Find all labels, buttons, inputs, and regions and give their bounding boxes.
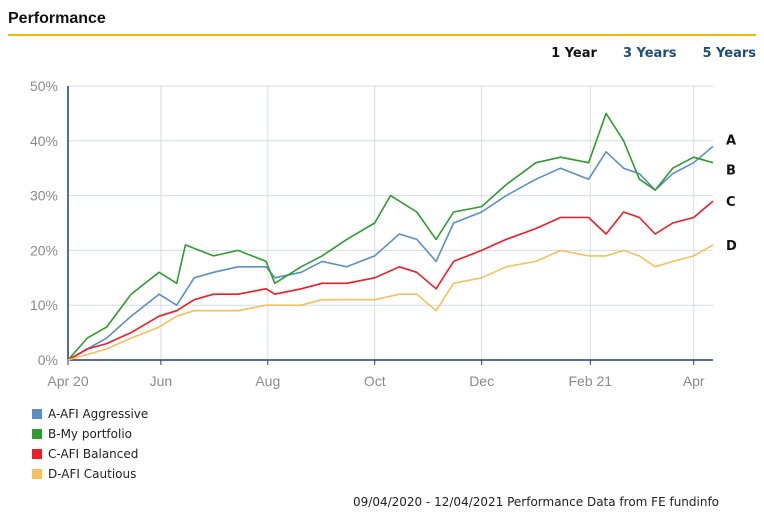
- legend-label-c: C-AFI Balanced: [48, 447, 139, 461]
- legend-item-c[interactable]: C-AFI Balanced: [32, 444, 148, 464]
- x-tick-label: Feb 21: [569, 373, 613, 389]
- period-3-years[interactable]: 3 Years: [622, 46, 677, 61]
- series-line-a[interactable]: [67, 145, 714, 361]
- chart-end-labels: A B C D: [726, 133, 737, 254]
- chart-series: [67, 112, 714, 361]
- legend-swatch-d: [32, 469, 42, 479]
- x-tick-label: Oct: [364, 373, 386, 389]
- series-end-label-a: A: [726, 133, 736, 148]
- chart-axes: 0% 10% 20% 30% 40% 50% Apr 20 Jun Aug Oct Dec Feb 2…: [30, 78, 713, 389]
- legend-item-a[interactable]: A-AFI Aggressive: [32, 404, 148, 424]
- period-1-year[interactable]: 1 Year: [551, 46, 597, 61]
- y-tick-label: 0%: [38, 352, 58, 368]
- y-tick-label: 20%: [30, 242, 58, 258]
- x-tick-label: Dec: [469, 373, 494, 389]
- y-tick-label: 50%: [30, 78, 58, 94]
- legend-swatch-b: [32, 429, 42, 439]
- chart-legend: A-AFI Aggressive B-My portfolio C-AFI Ba…: [32, 404, 148, 484]
- x-tick-label: Apr 20: [47, 373, 88, 389]
- period-5-years[interactable]: 5 Years: [702, 46, 756, 61]
- series-end-label-d: D: [726, 239, 737, 254]
- series-line-d[interactable]: [67, 244, 714, 361]
- legend-label-d: D-AFI Cautious: [48, 467, 137, 481]
- x-tick-label: Jun: [150, 373, 173, 389]
- x-tick-label: Apr: [683, 373, 705, 389]
- series-line-b[interactable]: [67, 112, 714, 361]
- y-tick-label: 40%: [30, 133, 58, 149]
- legend-swatch-c: [32, 449, 42, 459]
- series-line-c[interactable]: [67, 200, 714, 361]
- performance-chart: 0% 10% 20% 30% 40% 50% Apr 20 Jun Aug Oct Dec Feb 2…: [30, 78, 737, 389]
- y-tick-label: 10%: [30, 297, 58, 313]
- x-tick-label: Aug: [255, 373, 280, 389]
- chart-grid: [68, 85, 713, 361]
- legend-item-b[interactable]: B-My portfolio: [32, 424, 148, 444]
- legend-swatch-a: [32, 409, 42, 419]
- performance-header: Performance: [8, 10, 756, 36]
- series-end-label-c: C: [726, 195, 736, 210]
- legend-label-a: A-AFI Aggressive: [48, 407, 149, 421]
- legend-item-d[interactable]: D-AFI Cautious: [32, 464, 148, 484]
- page-title: Performance: [8, 10, 106, 27]
- period-selector: 1 Year 3 Years 5 Years: [551, 46, 756, 61]
- series-end-label-b: B: [726, 164, 736, 179]
- legend-label-b: B-My portfolio: [48, 427, 133, 441]
- data-source-note: 09/04/2020 - 12/04/2021 Performance Data…: [353, 495, 720, 509]
- y-tick-label: 30%: [30, 188, 58, 204]
